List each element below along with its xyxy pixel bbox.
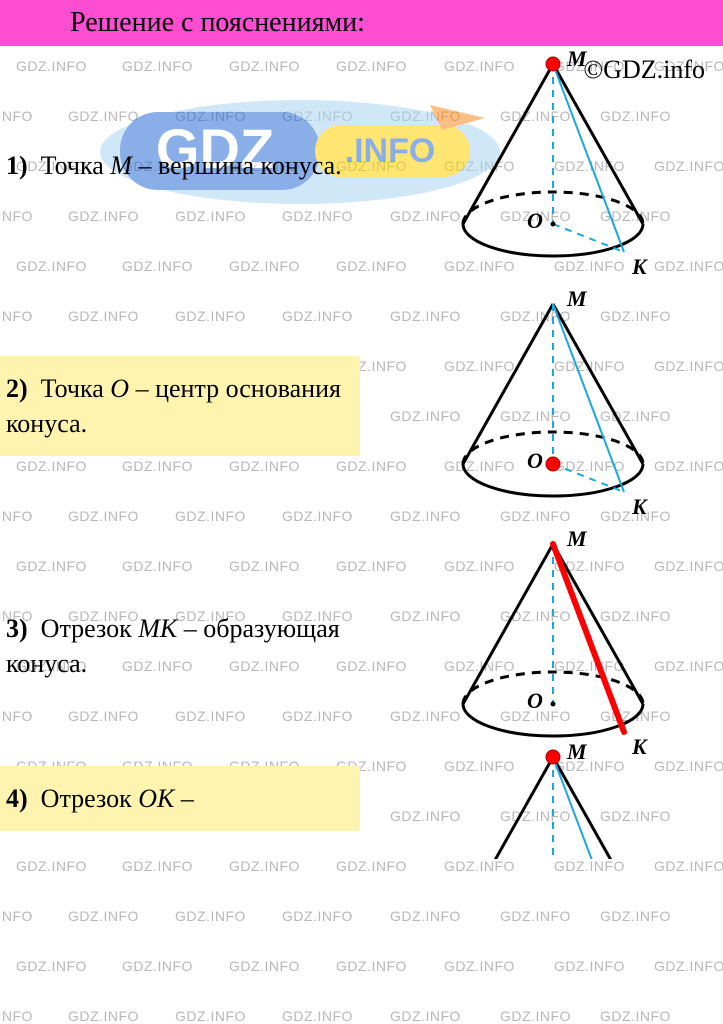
variable: M: [110, 151, 132, 180]
watermark: GDZ.INFO: [500, 908, 571, 924]
item-number: 4): [6, 784, 28, 813]
watermark: GDZ.INFO: [175, 908, 246, 924]
watermark: GDZ.INFO: [500, 1008, 571, 1024]
watermark: GDZ.INFO: [390, 908, 461, 924]
watermark: GDZ.INFO: [336, 858, 407, 874]
watermark: GDZ.INFO: [0, 908, 33, 924]
watermark: GDZ.INFO: [600, 908, 671, 924]
variable: MK: [138, 614, 177, 643]
cone-figure: MOK: [413, 526, 693, 766]
label-o: O: [527, 448, 543, 473]
cone-diagram: MOK: [413, 526, 693, 766]
watermark: GDZ.INFO: [0, 1008, 33, 1024]
text-before: Точка: [41, 374, 111, 403]
watermark: GDZ.INFO: [68, 1008, 139, 1024]
label-k: K: [631, 494, 648, 519]
variable: O: [110, 374, 129, 403]
row-text: 3) Отрезок MK – образующая конуса.: [0, 596, 360, 696]
label-m: M: [566, 739, 588, 764]
cone-diagram: M: [413, 739, 693, 859]
copyright-text: ©GDZ.info: [583, 55, 705, 85]
item-number: 3): [6, 614, 28, 643]
watermark: GDZ.INFO: [282, 1008, 353, 1024]
watermark: GDZ.INFO: [390, 1008, 461, 1024]
watermark: GDZ.INFO: [336, 958, 407, 974]
watermark: GDZ.INFO: [554, 958, 625, 974]
watermark: GDZ.INFO: [16, 858, 87, 874]
watermark: GDZ.INFO: [122, 858, 193, 874]
text-before: Отрезок: [41, 784, 139, 813]
watermark: GDZ.INFO: [229, 858, 300, 874]
text-before: Отрезок: [41, 614, 139, 643]
watermark: GDZ.INFO: [122, 958, 193, 974]
watermark: GDZ.INFO: [282, 908, 353, 924]
row-text: 2) Точка O – центр основания конуса.: [0, 356, 360, 456]
label-o: O: [527, 208, 543, 233]
watermark: GDZ.INFO: [444, 858, 515, 874]
header-bar: Решение с пояснениями:: [0, 0, 723, 46]
text-before: Точка: [41, 151, 111, 180]
watermark: GDZ.INFO: [229, 958, 300, 974]
label-m: M: [566, 286, 588, 311]
variable: OK: [138, 784, 174, 813]
watermark: GDZ.INFO: [654, 858, 723, 874]
solution-row-3: 3) Отрезок MK – образующая конуса.MOK: [0, 526, 723, 766]
label-k: K: [631, 254, 648, 279]
label-m: M: [566, 526, 588, 551]
row-text: 1) Точка M – вершина конуса.: [0, 133, 360, 198]
cone-diagram: M O K: [413, 286, 693, 526]
item-number: 1): [6, 151, 28, 180]
watermark: GDZ.INFO: [554, 858, 625, 874]
cone-figure: M O K: [413, 286, 693, 526]
text-after: – вершина конуса.: [132, 151, 342, 180]
watermark: GDZ.INFO: [16, 958, 87, 974]
watermark: GDZ.INFO: [68, 908, 139, 924]
label-o: O: [527, 688, 543, 713]
row-text: 4) Отрезок OK –: [0, 766, 360, 831]
watermark: GDZ.INFO: [654, 958, 723, 974]
solution-row-2: 2) Точка O – центр основания конуса. M O K: [0, 286, 723, 526]
text-after: –: [174, 784, 194, 813]
watermark: GDZ.INFO: [600, 1008, 671, 1024]
solution-row-4: 4) Отрезок OK –M: [0, 766, 723, 831]
watermark: GDZ.INFO: [175, 1008, 246, 1024]
cone-figure: M: [413, 739, 693, 859]
header-title: Решение с пояснениями:: [70, 7, 365, 39]
item-number: 2): [6, 374, 28, 403]
watermark: GDZ.INFO: [444, 958, 515, 974]
